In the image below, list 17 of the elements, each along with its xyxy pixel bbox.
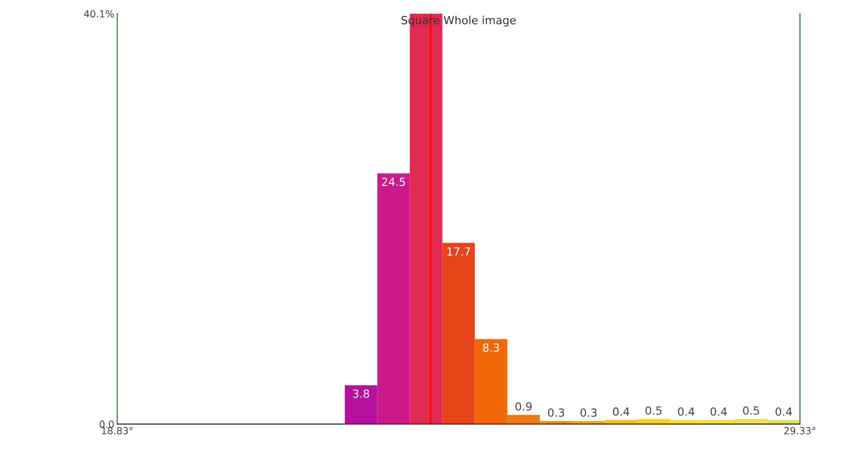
data-label: 17.7 <box>447 247 470 256</box>
x-tick-label: 29.33° <box>784 427 816 434</box>
data-label: 0.9 <box>516 402 532 411</box>
data-label: 8.3 <box>483 343 500 352</box>
data-label: 0.5 <box>646 406 662 415</box>
data-label: 24.5 <box>382 178 405 186</box>
data-label: 0.4 <box>710 407 727 416</box>
y-tick-label: 0.0 <box>100 420 114 428</box>
data-label: 0.3 <box>548 408 564 417</box>
y-tick-label: 40.1% <box>84 10 114 18</box>
data-label: 0.3 <box>580 408 597 417</box>
data-label: 3.8 <box>353 389 370 398</box>
x-tick-label: 18.83° <box>102 427 133 434</box>
data-label: 0.4 <box>678 407 694 416</box>
data-label: 0.4 <box>613 407 630 416</box>
data-label: 0.4 <box>776 407 792 416</box>
data-label: 0.5 <box>743 406 760 415</box>
